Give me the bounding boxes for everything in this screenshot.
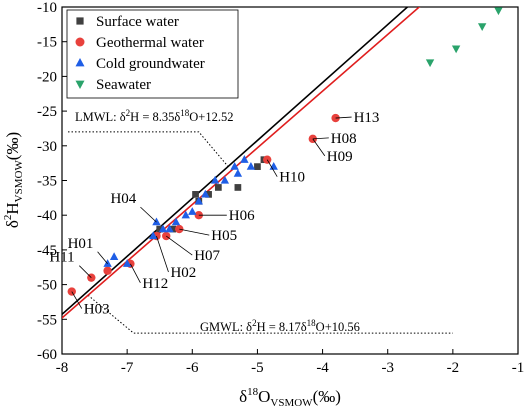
legend: Surface water Geothermal water Cold ground… [66,9,239,99]
surface-water-point [234,184,242,191]
cold-groundwater-point [220,175,230,184]
seawater-point [425,59,435,68]
legend-marker-geothermal-water [75,37,85,47]
cold-groundwater-point [210,175,220,184]
point-label-h09: H09 [327,149,353,165]
lmwl-callout [68,131,229,167]
surface-water-point [254,163,261,170]
x-tick-label: -5 [251,360,264,376]
seawater-point [451,45,461,54]
lmwl-equation: LMWL: δ2H = 8.35δ18O+12.52 [75,108,233,124]
point-label-h01: H01 [68,236,94,252]
point-label-h02: H02 [170,265,196,281]
point-label-h03: H03 [84,302,110,318]
surface-water-point [169,225,177,233]
label-leader-h02 [156,235,169,273]
surface-water-point [205,191,212,198]
label-leader-h07 [165,235,193,256]
y-tick-label: -25 [37,104,57,120]
legend-label-surface-water: Surface water [96,14,179,30]
geothermal-water-point [103,266,112,275]
x-tick-label: -7 [121,360,134,376]
cold-groundwater-point [103,259,112,267]
x-tick-label: -3 [381,360,394,376]
seawater-point [494,7,503,16]
label-leader-h04 [140,206,157,223]
cold-groundwater-point [122,259,132,267]
point-label-h12: H12 [142,276,168,292]
seawater-point [477,23,487,32]
y-tick-label: -20 [37,69,57,85]
point-label-h04: H04 [110,191,136,207]
point-label-h11: H11 [49,250,74,266]
cold-groundwater-point [230,162,239,170]
y-tick-label: -60 [37,347,57,363]
legend-marker-surface-water [76,17,84,25]
cold-groundwater-point [246,162,256,170]
surface-water-point [214,184,222,191]
legend-label-geothermal-water: Geothermal water [96,35,204,51]
y-tick-label: -50 [37,278,57,294]
cold-groundwater-point [240,155,249,163]
y-tick-label: -40 [37,208,57,224]
y-tick-label: -15 [37,35,57,51]
point-label-h07: H07 [194,248,220,264]
point-label-h06: H06 [229,208,255,224]
cold-groundwater-point [152,217,161,226]
cold-groundwater-point [188,207,197,215]
cold-groundwater-point [171,217,181,226]
label-leader-h08 [312,137,329,140]
surface-water-point [156,225,164,233]
cold-groundwater-point [149,231,158,240]
x-tick-label: -8 [56,360,69,376]
geothermal-water-point [331,113,340,123]
cold-groundwater-point [233,168,243,177]
point-label-h05: H05 [211,228,237,244]
y-tick-label: -30 [37,139,57,155]
legend-marker-cold-groundwater [75,58,85,67]
cold-groundwater-point [181,210,190,219]
lmwl-line [62,7,409,316]
cold-groundwater-point [165,224,174,233]
x-tick-label: -6 [186,360,199,376]
gmwl-equation: GMWL: δ2H = 8.17δ18O+10.56 [200,318,360,334]
point-label-h13: H13 [354,110,380,126]
label-leader-h12 [130,263,141,283]
y-tick-label: -35 [37,174,57,190]
point-label-h08: H08 [331,131,357,147]
surface-water-point [192,191,199,198]
cold-groundwater-point [158,224,168,233]
x-axis-title: δ18OVSMOW(‰) [239,386,341,409]
legend-box [66,9,239,99]
legend-label-cold-groundwater: Cold groundwater [96,56,205,72]
label-leader-h05 [179,228,210,236]
y-tick-label: -45 [37,243,57,259]
y-tick-label: -55 [37,312,57,328]
x-tick-label: -1 [512,360,525,376]
y-tick-label: -10 [37,0,57,16]
x-tick-label: -2 [447,360,460,376]
cold-groundwater-point [109,252,119,260]
label-leader-h09 [312,138,326,157]
x-tick-label: -4 [316,360,329,376]
label-leader-h11 [79,265,92,278]
cold-groundwater-point [194,196,203,205]
point-label-h10: H10 [279,170,305,186]
y-axis-title: δ2HVSMOW(‰) [2,132,25,228]
legend-marker-seawater [75,80,85,89]
geothermal-water-point [67,287,76,296]
label-leader-h10 [266,159,278,177]
label-leader-h13 [335,116,352,119]
label-leader-h01 [97,251,108,265]
label-leader-h03 [71,291,83,309]
cold-groundwater-point [201,189,210,198]
legend-label-seawater: Seawater [96,77,151,93]
